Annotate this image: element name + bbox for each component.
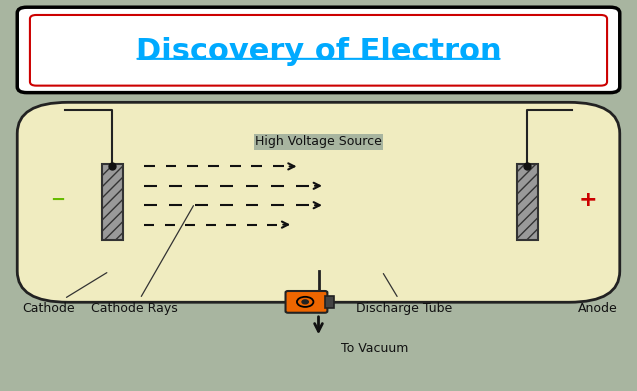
Text: +: + bbox=[579, 190, 598, 210]
Bar bbox=[325, 296, 334, 308]
FancyBboxPatch shape bbox=[17, 102, 620, 302]
Bar bbox=[101, 165, 122, 240]
Text: −: − bbox=[50, 191, 65, 209]
Text: High Voltage Source: High Voltage Source bbox=[255, 135, 382, 149]
Bar bbox=[517, 165, 538, 240]
Text: Cathode: Cathode bbox=[23, 273, 107, 315]
Text: Cathode Rays: Cathode Rays bbox=[91, 206, 194, 315]
Circle shape bbox=[302, 300, 308, 304]
FancyBboxPatch shape bbox=[17, 7, 620, 93]
Text: To Vacuum: To Vacuum bbox=[341, 343, 408, 355]
Bar bbox=[65, 110, 572, 178]
Text: Discharge Tube: Discharge Tube bbox=[356, 274, 452, 315]
Text: Discovery of Electron: Discovery of Electron bbox=[136, 37, 501, 66]
Text: Anode: Anode bbox=[578, 301, 617, 315]
FancyBboxPatch shape bbox=[285, 291, 327, 313]
